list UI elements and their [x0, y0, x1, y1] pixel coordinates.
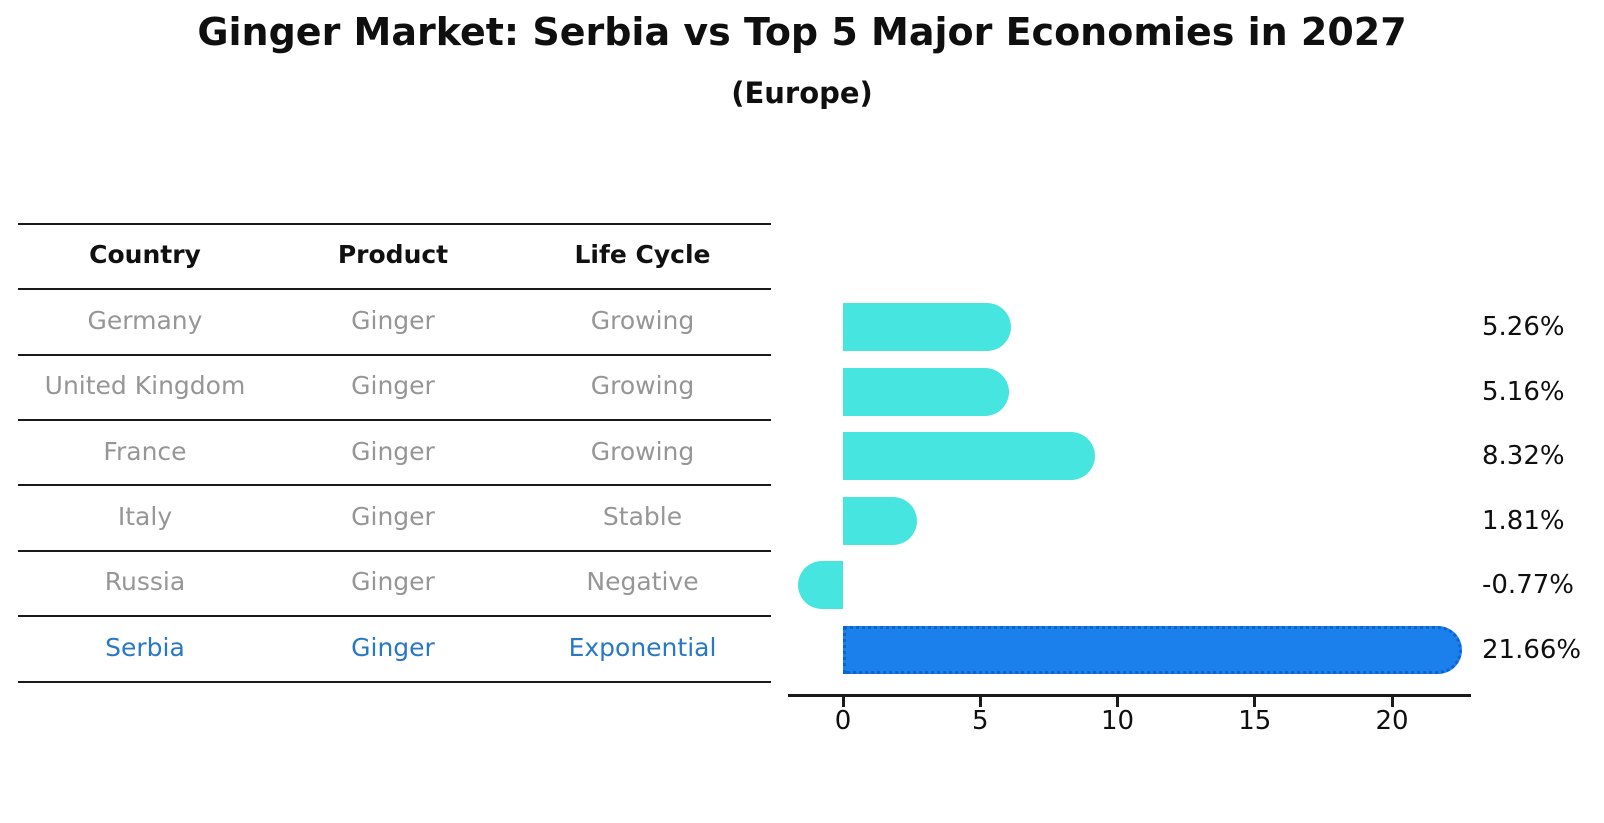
column-header-life-cycle: Life Cycle — [574, 240, 711, 269]
table-separator-line — [18, 615, 771, 618]
table-separator-line — [18, 223, 771, 225]
cell-product: Ginger — [351, 632, 435, 662]
cell-life-cycle: Growing — [590, 371, 695, 401]
bar-value-label: 1.81% — [1482, 505, 1565, 536]
table-separator-line — [18, 353, 771, 356]
cell-country: Germany — [87, 306, 203, 335]
bar-value-label: 5.16% — [1482, 376, 1565, 407]
chart-title: Ginger Market: Serbia vs Top 5 Major Eco… — [197, 10, 1407, 54]
column-header-country: Country — [89, 240, 201, 269]
bar-value-label: -0.77% — [1482, 570, 1574, 601]
table-separator-line — [18, 288, 771, 291]
x-axis-tick-label: 20 — [1375, 706, 1409, 736]
cell-product: Ginger — [351, 567, 435, 597]
x-axis-tick-mark — [841, 697, 845, 707]
cell-life-cycle: Stable — [602, 502, 683, 532]
table-row: Russia Ginger Negative — [18, 564, 771, 600]
bar-germany — [843, 303, 1012, 351]
table-separator-line — [18, 419, 771, 422]
cell-country: France — [103, 436, 187, 466]
bar-united-kingdom — [843, 367, 1009, 416]
cell-life-cycle: Growing — [590, 436, 695, 466]
bar-serbia — [843, 626, 1462, 674]
cell-product: Ginger — [351, 436, 435, 466]
table-row: United Kingdom Ginger Growing — [18, 368, 771, 404]
x-axis-tick-mark — [1253, 697, 1257, 707]
x-axis-tick-mark — [1116, 697, 1119, 707]
x-axis-tick-mark — [1390, 697, 1394, 707]
chart-subtitle: (Europe) — [731, 76, 873, 110]
bar-value-label: 5.26% — [1482, 312, 1565, 342]
table-row: Serbia Ginger Exponential — [18, 630, 771, 666]
cell-life-cycle: Growing — [590, 306, 695, 335]
table-header-row: Country Product Life Cycle — [18, 237, 771, 273]
x-axis-tick-label: 15 — [1238, 706, 1272, 736]
table-separator-line — [18, 484, 771, 487]
x-axis-tick-label: 5 — [971, 706, 989, 736]
bar-value-label: 8.32% — [1482, 441, 1565, 472]
bar-france — [843, 432, 1096, 481]
cell-product: Ginger — [351, 502, 435, 532]
x-axis-tick-mark — [978, 697, 982, 707]
table-row: Germany Ginger Growing — [18, 303, 771, 339]
cell-life-cycle: Exponential — [568, 632, 717, 662]
table-row: Italy Ginger Stable — [18, 499, 771, 535]
x-axis-line — [788, 694, 1471, 697]
x-axis-tick-label: 0 — [834, 706, 852, 736]
bar-italy — [843, 496, 917, 545]
cell-product: Ginger — [351, 371, 435, 401]
cell-country: United Kingdom — [44, 371, 246, 401]
bar-russia — [797, 561, 843, 610]
cell-country: Italy — [117, 502, 173, 532]
table-separator-line — [18, 549, 771, 552]
bar-value-label: 21.66% — [1482, 635, 1582, 665]
cell-country: Russia — [104, 567, 186, 597]
cell-life-cycle: Negative — [586, 567, 699, 597]
cell-product: Ginger — [351, 306, 435, 335]
column-header-product: Product — [337, 240, 449, 269]
x-axis-tick-label: 10 — [1100, 706, 1135, 736]
table-separator-line — [18, 680, 771, 683]
cell-country: Serbia — [105, 632, 185, 662]
table-row: France Ginger Growing — [18, 434, 771, 470]
